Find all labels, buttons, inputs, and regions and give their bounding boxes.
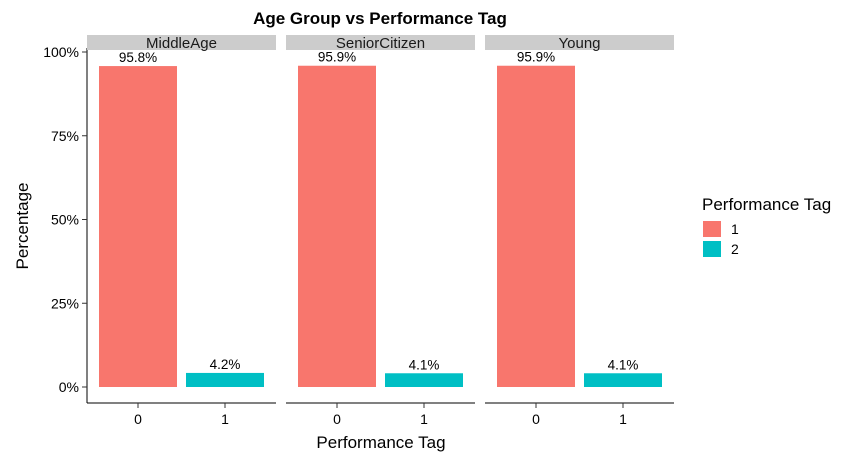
y-axis: 0% 25% 50% 75% 100% [43,44,88,403]
facet-strip-label: MiddleAge [146,35,217,52]
legend-title: Performance Tag [702,195,831,214]
y-tick-label: 25% [51,295,79,311]
x-tick-label: 0 [134,411,142,427]
x-tick-label: 1 [420,411,428,427]
facet-strip-label: Young [559,35,601,52]
facet-strip [87,35,276,50]
legend-entry-label: 1 [731,221,739,237]
legend-swatch [703,241,721,257]
y-tick-label: 0% [59,379,79,395]
y-tick-label: 100% [43,44,79,60]
bar [584,373,662,387]
bar-data-label: 4.2% [210,357,241,372]
facet-strip [485,35,674,50]
facet-strip-label: SeniorCitizen [336,35,425,52]
y-axis-title: Percentage [13,183,32,270]
bar [385,373,463,387]
x-tick-label: 0 [532,411,540,427]
bar-data-label: 95.9% [517,50,555,65]
bar-data-label: 95.8% [119,50,157,65]
bar-data-label: 4.1% [608,357,639,372]
facet-strip [286,35,475,50]
x-axis-title: Performance Tag [316,433,445,452]
y-tick-label: 75% [51,128,79,144]
bar [186,372,264,387]
x-tick-label: 1 [619,411,627,427]
bar-data-label: 4.1% [409,357,440,372]
bar [99,66,177,387]
facet-panels: MiddleAge95.8%04.2%1SeniorCitizen95.9%04… [87,35,674,427]
legend-swatch [703,221,721,237]
x-tick-label: 0 [333,411,341,427]
legend-entry-label: 2 [731,241,739,257]
chart-title: Age Group vs Performance Tag [253,9,507,28]
bar [497,65,575,388]
legend: Performance Tag 1 2 [702,195,831,257]
y-tick-label: 50% [51,212,79,228]
bar [298,65,376,388]
facet-panel: Young 95.9% 0 4.1% 1 [485,35,674,427]
x-tick-label: 1 [221,411,229,427]
bar-data-label: 95.9% [318,50,356,65]
